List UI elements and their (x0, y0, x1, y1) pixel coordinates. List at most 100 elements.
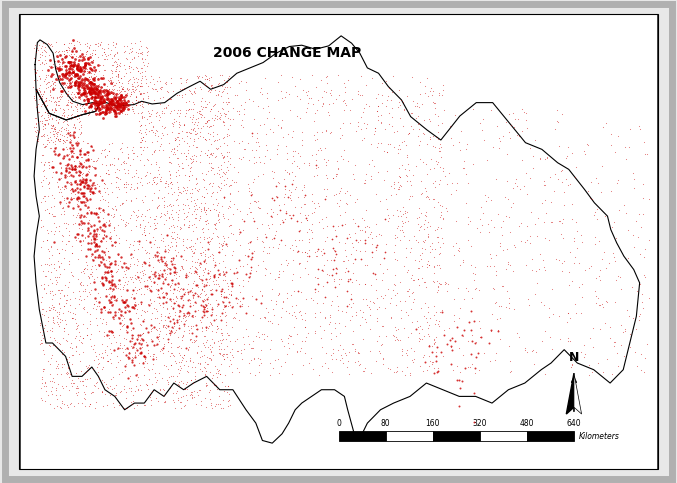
Point (74, 328, 85, 336)
Point (82, 47, 93, 55)
Point (135, 90, 146, 98)
Point (45, 243, 56, 251)
Point (489, 299, 500, 307)
Point (500, 303, 511, 311)
Point (219, 387, 230, 395)
Point (51, 223, 62, 230)
Point (133, 67, 144, 74)
Point (338, 106, 349, 114)
Point (118, 298, 129, 306)
Point (121, 143, 132, 151)
Point (77, 213, 88, 221)
Point (200, 103, 211, 111)
Point (163, 338, 174, 346)
Point (128, 54, 139, 61)
Point (144, 249, 154, 257)
Point (221, 168, 232, 175)
Point (152, 256, 163, 263)
Point (96, 146, 107, 154)
Point (112, 55, 123, 63)
Point (434, 144, 445, 152)
Point (594, 301, 605, 309)
Point (76, 211, 87, 219)
Point (53, 60, 64, 68)
Point (278, 298, 288, 305)
Point (427, 98, 438, 106)
Point (200, 71, 211, 79)
Point (226, 369, 237, 376)
Point (67, 77, 78, 85)
Point (65, 128, 76, 136)
Point (43, 136, 53, 143)
Point (192, 235, 202, 242)
Point (140, 171, 151, 179)
Point (118, 312, 129, 320)
Point (108, 91, 118, 99)
Point (364, 303, 374, 311)
Point (90, 90, 101, 98)
Point (143, 156, 154, 164)
Point (61, 178, 72, 185)
Point (216, 297, 227, 305)
Point (130, 340, 141, 347)
Point (115, 91, 126, 99)
Point (406, 329, 416, 337)
Point (394, 141, 405, 149)
Point (129, 304, 139, 312)
Point (166, 95, 177, 103)
Point (288, 147, 299, 155)
Point (502, 245, 512, 253)
Point (562, 309, 573, 317)
Point (119, 366, 130, 374)
Point (118, 298, 129, 305)
Point (507, 267, 518, 275)
Point (222, 329, 233, 337)
Point (106, 359, 116, 367)
Point (79, 89, 90, 97)
Point (161, 289, 172, 297)
Point (204, 206, 215, 213)
Point (37, 176, 48, 184)
Point (206, 356, 217, 364)
Point (108, 403, 119, 411)
Point (442, 180, 453, 187)
Point (85, 77, 96, 85)
Point (177, 332, 188, 340)
Point (72, 322, 83, 329)
Point (131, 92, 141, 99)
Point (210, 258, 221, 266)
Point (99, 303, 110, 311)
Point (107, 206, 118, 213)
Point (477, 126, 487, 134)
Point (133, 257, 144, 265)
Point (97, 92, 108, 100)
Point (81, 367, 92, 375)
Point (431, 277, 442, 285)
Point (258, 330, 269, 338)
Point (120, 279, 131, 286)
Point (345, 191, 355, 199)
Point (587, 343, 598, 351)
Point (47, 71, 58, 79)
Point (168, 304, 179, 312)
Point (213, 114, 224, 122)
Point (129, 349, 140, 357)
Point (163, 322, 174, 329)
Point (100, 348, 111, 355)
Point (303, 94, 314, 102)
Point (37, 119, 47, 127)
Point (226, 229, 237, 237)
Point (84, 67, 95, 74)
Point (43, 119, 53, 127)
Point (369, 163, 380, 170)
Point (357, 108, 368, 116)
Point (458, 257, 468, 265)
Point (79, 64, 89, 71)
Point (195, 85, 206, 92)
Point (85, 88, 95, 96)
Point (221, 174, 232, 182)
Point (125, 214, 135, 222)
Point (169, 319, 179, 327)
Point (94, 182, 105, 190)
Point (139, 354, 150, 361)
